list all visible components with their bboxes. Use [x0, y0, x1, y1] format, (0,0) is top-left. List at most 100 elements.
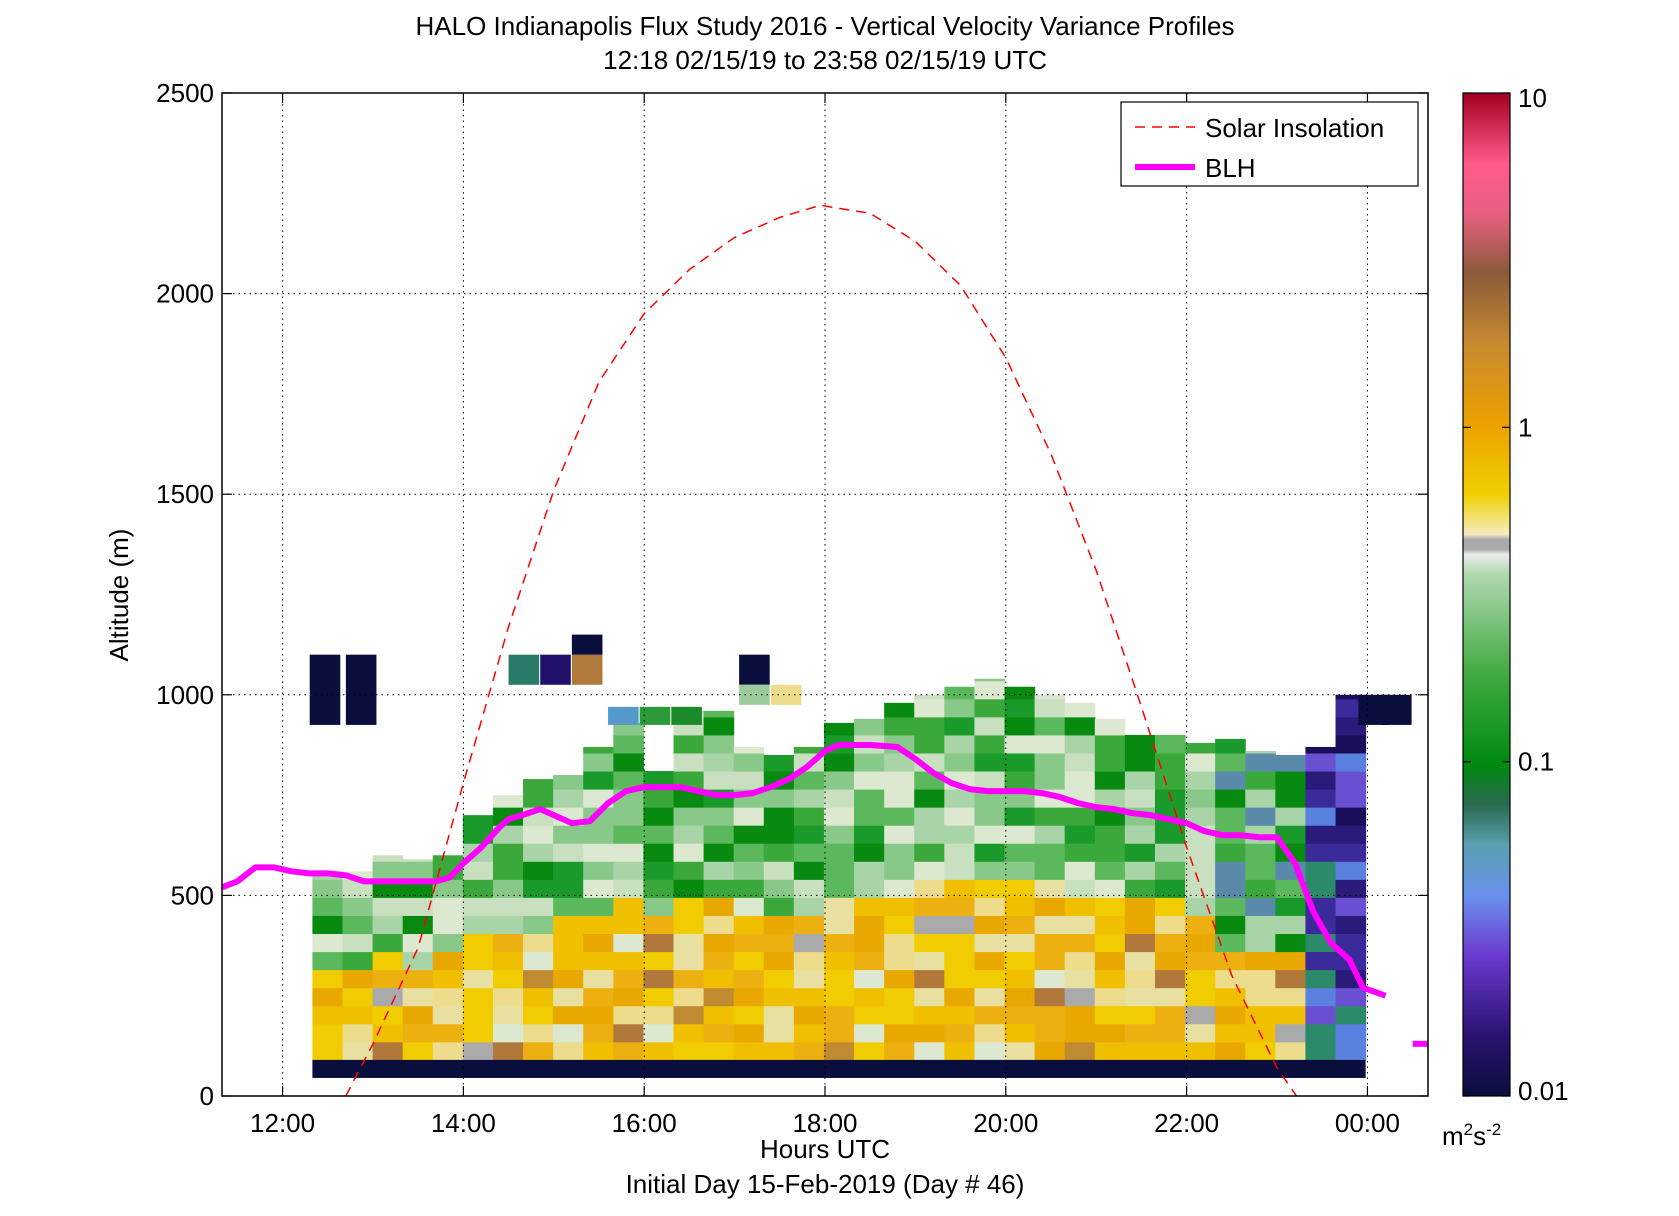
- heatmap-cell: [823, 861, 855, 880]
- heatmap-cell: [1034, 1023, 1066, 1043]
- heatmap-cell: [884, 771, 915, 790]
- heatmap-cell: [1094, 843, 1126, 862]
- heatmap-cell: [1154, 752, 1186, 772]
- heatmap-cell: [914, 789, 945, 808]
- heatmap-cell: [944, 686, 975, 700]
- y-tick-label: 1000: [156, 680, 214, 710]
- heatmap-cell: [1124, 861, 1156, 880]
- heatmap-cell: [1275, 754, 1306, 772]
- heatmap-cell: [1245, 1041, 1276, 1061]
- heatmap-cell: [1335, 694, 1367, 700]
- heatmap-cell: [703, 951, 735, 971]
- heatmap-cell: [1245, 1005, 1276, 1025]
- heatmap-cell: [523, 987, 554, 1007]
- heatmap-cell: [613, 825, 644, 844]
- heatmap-cell: [1275, 951, 1306, 971]
- heatmap-cell: [462, 879, 494, 898]
- heatmap-cell: [1335, 752, 1367, 772]
- heatmap-cell: [1185, 1041, 1216, 1061]
- heatmap-cell: [1064, 1041, 1096, 1061]
- heatmap-cell: [342, 897, 374, 916]
- heatmap-cell: [1004, 879, 1036, 898]
- heatmap-cell: [1154, 915, 1186, 935]
- heatmap-cell: [914, 969, 945, 989]
- heatmap-cell: [914, 951, 945, 971]
- heatmap-cell: [823, 825, 855, 844]
- heatmap-cell: [673, 807, 705, 826]
- heatmap-cell: [553, 969, 584, 989]
- x-tick-label: 12:00: [250, 1108, 315, 1138]
- heatmap-cell: [823, 1005, 855, 1025]
- heatmap-cell: [1004, 915, 1036, 935]
- heatmap-cell: [583, 1023, 614, 1043]
- colorbar-unit: m2s-2: [1442, 1120, 1501, 1151]
- heatmap-cell: [944, 698, 975, 718]
- heatmap-cell: [1185, 987, 1216, 1007]
- chart-title: HALO Indianapolis Flux Study 2016 - Vert…: [416, 11, 1235, 41]
- heatmap-cell: [974, 933, 1006, 953]
- heatmap-cell: [1245, 752, 1276, 772]
- heatmap-cell: [583, 987, 614, 1007]
- heatmap-cell: [1124, 1005, 1156, 1025]
- heatmap-cell: [1185, 789, 1216, 808]
- heatmap-cell: [733, 807, 765, 826]
- heatmap-cell: [312, 1005, 343, 1025]
- x-tick-label: 00:00: [1335, 1108, 1400, 1138]
- heatmap-cell: [312, 969, 343, 989]
- heatmap-cell: [974, 879, 1006, 898]
- heatmap-cell: [793, 933, 825, 953]
- heatmap-cell: [914, 897, 945, 916]
- heatmap-cell: [854, 789, 885, 808]
- heatmap-cell: [974, 771, 1006, 790]
- heatmap-cell: [823, 969, 855, 989]
- heatmap-cell: [793, 746, 825, 754]
- heatmap-cell: [583, 951, 614, 971]
- heatmap-cell: [763, 933, 795, 953]
- heatmap-cell: [854, 807, 885, 826]
- heatmap-cell: [1154, 843, 1186, 862]
- heatmap-cell: [508, 654, 540, 685]
- heatmap-cell: [854, 879, 885, 898]
- heatmap-cell: [854, 861, 885, 880]
- heatmap-cell: [1305, 879, 1337, 898]
- heatmap-cell: [944, 915, 975, 935]
- heatmap-cell: [703, 933, 735, 953]
- heatmap-cell: [1034, 897, 1066, 916]
- heatmap-cell: [1305, 1041, 1337, 1061]
- heatmap-cell: [944, 861, 975, 880]
- heatmap-cell: [639, 706, 671, 725]
- x-tick-label: 20:00: [973, 1108, 1038, 1138]
- heatmap-cell: [613, 1041, 644, 1061]
- heatmap-cell: [823, 915, 855, 935]
- heatmap-cell: [1215, 1023, 1246, 1043]
- heatmap-cell: [462, 987, 494, 1007]
- heatmap-cell: [884, 951, 915, 971]
- heatmap-cell: [1215, 879, 1246, 898]
- heatmap-cell: [673, 915, 705, 935]
- heatmap-cell: [944, 843, 975, 862]
- heatmap-cell: [673, 825, 705, 844]
- heatmap-cell: [854, 825, 885, 844]
- heatmap-cell: [492, 897, 524, 916]
- heatmap-cell: [571, 654, 603, 685]
- heatmap-cell: [854, 951, 885, 971]
- heatmap-cell: [793, 879, 825, 898]
- heatmap-cell: [1154, 825, 1186, 844]
- heatmap-cell: [1094, 734, 1126, 754]
- x-tick-label: 22:00: [1154, 1108, 1219, 1138]
- heatmap-cell: [944, 1023, 975, 1043]
- heatmap-cell: [1305, 951, 1337, 971]
- heatmap-cell: [854, 969, 885, 989]
- heatmap-cell: [643, 1005, 675, 1025]
- heatmap-cell: [763, 879, 795, 898]
- heatmap-cell: [854, 987, 885, 1007]
- heatmap-cell: [914, 825, 945, 844]
- heatmap-cell: [1064, 987, 1096, 1007]
- heatmap-cell: [914, 843, 945, 862]
- heatmap-cell: [1124, 933, 1156, 953]
- heatmap-cell: [974, 698, 1006, 718]
- heatmap-cell: [823, 722, 855, 736]
- heatmap-cell: [1245, 951, 1276, 971]
- heatmap-cell: [974, 969, 1006, 989]
